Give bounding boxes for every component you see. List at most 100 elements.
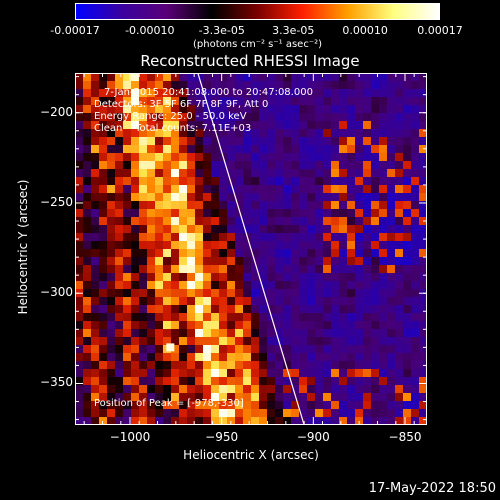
heatmap-cell bbox=[299, 257, 308, 266]
heatmap-cell bbox=[99, 153, 108, 162]
heatmap-cell bbox=[371, 81, 380, 90]
heatmap-cell bbox=[155, 233, 164, 242]
heatmap-cell bbox=[75, 201, 84, 210]
heatmap-cell bbox=[163, 329, 172, 338]
heatmap-cell bbox=[123, 161, 132, 170]
heatmap-cell bbox=[235, 241, 244, 250]
heatmap-cell bbox=[219, 313, 228, 322]
heatmap-cell bbox=[411, 361, 420, 370]
heatmap-cell bbox=[187, 113, 196, 122]
heatmap-cell bbox=[179, 153, 188, 162]
heatmap-cell bbox=[83, 377, 92, 386]
heatmap-cell bbox=[107, 409, 116, 418]
heatmap-cell bbox=[187, 353, 196, 362]
heatmap-cell bbox=[395, 89, 404, 98]
heatmap-cell bbox=[419, 329, 427, 338]
heatmap-cell bbox=[235, 313, 244, 322]
heatmap-cell bbox=[163, 201, 172, 210]
heatmap-cell bbox=[243, 185, 252, 194]
heatmap-cell bbox=[371, 193, 380, 202]
heatmap-cell bbox=[139, 177, 148, 186]
heatmap-cell bbox=[243, 193, 252, 202]
heatmap-cell bbox=[371, 97, 380, 106]
heatmap-cell bbox=[171, 305, 180, 314]
heatmap-cell bbox=[75, 121, 84, 130]
heatmap-cell bbox=[179, 201, 188, 210]
heatmap-cell bbox=[131, 385, 140, 394]
heatmap-cell bbox=[331, 177, 340, 186]
heatmap-cell bbox=[283, 385, 292, 394]
heatmap-cell bbox=[291, 401, 300, 410]
heatmap-cell bbox=[227, 201, 236, 210]
heatmap-cell bbox=[411, 121, 420, 130]
heatmap-cell bbox=[267, 129, 276, 138]
heatmap-cell bbox=[267, 321, 276, 330]
heatmap-cell bbox=[115, 369, 124, 378]
heatmap-cell bbox=[379, 393, 388, 402]
heatmap-cell bbox=[259, 353, 268, 362]
heatmap-cell bbox=[171, 393, 180, 402]
heatmap-cell bbox=[171, 345, 180, 354]
heatmap-cell bbox=[299, 241, 308, 250]
heatmap-cell bbox=[419, 233, 427, 242]
heatmap-cell bbox=[211, 377, 220, 386]
heatmap-cell bbox=[307, 329, 316, 338]
heatmap-cell bbox=[403, 185, 412, 194]
heatmap-cell bbox=[171, 193, 180, 202]
heatmap-cell bbox=[147, 233, 156, 242]
heatmap-cell bbox=[91, 113, 100, 122]
heatmap-cell bbox=[187, 241, 196, 250]
heatmap-cell bbox=[395, 393, 404, 402]
heatmap-cell bbox=[411, 145, 420, 154]
heatmap-cell bbox=[163, 369, 172, 378]
heatmap-cell bbox=[91, 273, 100, 282]
heatmap-cell bbox=[235, 217, 244, 226]
heatmap-cell bbox=[171, 289, 180, 298]
heatmap-cell bbox=[227, 337, 236, 346]
heatmap-cell bbox=[107, 273, 116, 282]
heatmap-cell bbox=[379, 97, 388, 106]
heatmap-cell bbox=[235, 193, 244, 202]
heatmap-cell bbox=[107, 249, 116, 258]
heatmap-cell bbox=[419, 273, 427, 282]
heatmap-cell bbox=[411, 281, 420, 290]
heatmap-cell bbox=[403, 209, 412, 218]
heatmap-cell bbox=[411, 97, 420, 106]
heatmap-cell bbox=[347, 209, 356, 218]
heatmap-cell bbox=[371, 401, 380, 410]
heatmap-cell bbox=[155, 289, 164, 298]
heatmap-cell bbox=[147, 113, 156, 122]
heatmap-cell bbox=[387, 321, 396, 330]
heatmap-cell bbox=[187, 273, 196, 282]
heatmap-cell bbox=[363, 153, 372, 162]
x-tick-label: −900 bbox=[296, 430, 330, 444]
heatmap-cell bbox=[379, 161, 388, 170]
heatmap-cell bbox=[371, 305, 380, 314]
heatmap-cell bbox=[115, 113, 124, 122]
heatmap-cell bbox=[307, 233, 316, 242]
heatmap-cell bbox=[371, 313, 380, 322]
heatmap-cell bbox=[115, 225, 124, 234]
heatmap-cell bbox=[99, 121, 108, 130]
heatmap-cell bbox=[235, 401, 244, 410]
heatmap-cell bbox=[267, 73, 276, 82]
heatmap-cell bbox=[291, 265, 300, 274]
heatmap-cell bbox=[307, 345, 316, 354]
heatmap-cell bbox=[387, 97, 396, 106]
heatmap-cell bbox=[75, 217, 84, 226]
heatmap-cell bbox=[371, 321, 380, 330]
heatmap-cell bbox=[195, 281, 204, 290]
annotation-peak: Position of Peak = [-978,-330] bbox=[94, 398, 244, 409]
heatmap-cell bbox=[171, 409, 180, 418]
heatmap-cell bbox=[211, 89, 220, 98]
heatmap-cell bbox=[179, 361, 188, 370]
heatmap-cell bbox=[411, 353, 420, 362]
heatmap-cell bbox=[179, 249, 188, 258]
heatmap-cell bbox=[203, 217, 212, 226]
heatmap-cell bbox=[139, 185, 148, 194]
heatmap-cell bbox=[179, 329, 188, 338]
heatmap-cell bbox=[203, 241, 212, 250]
heatmap-cell bbox=[307, 225, 316, 234]
heatmap-cell bbox=[355, 121, 364, 130]
heatmap-cell bbox=[315, 225, 324, 234]
